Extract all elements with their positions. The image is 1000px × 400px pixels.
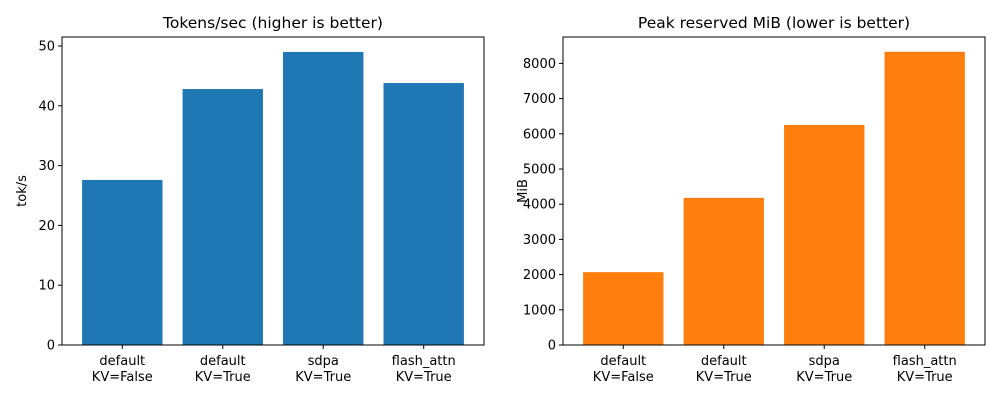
x-tick-label: default KV=True [195, 354, 251, 385]
y-tick-label: 7000 [523, 92, 556, 107]
x-tick-label-line: flash_attn [893, 354, 957, 369]
x-tick-label: sdpa KV=True [796, 354, 852, 385]
y-axis-label: tok/s [15, 175, 30, 207]
x-tick-label-line: KV=True [696, 370, 752, 385]
y-tick-label: 10 [38, 279, 55, 294]
x-tick-label-line: KV=False [593, 370, 654, 385]
x-tick-label-line: flash_attn [392, 354, 456, 369]
y-tick-label: 0 [47, 339, 55, 354]
bar [383, 83, 464, 346]
x-tick-label: flash_attn KV=True [392, 354, 456, 385]
chart-tokens-per-sec: Tokens/sec (higher is better) default KV=… [15, 14, 485, 385]
x-tick-label-line: KV=True [295, 370, 351, 385]
y-tick-label: 4000 [523, 198, 556, 213]
y-tick-label: 40 [38, 99, 55, 114]
y-axis-label: MiB [516, 179, 531, 203]
x-tick-label-line: KV=False [92, 370, 153, 385]
y-tick-label: 1000 [523, 303, 556, 318]
x-tick-label-line: default [200, 354, 246, 369]
x-tick-label-line: default [600, 354, 646, 369]
x-tick-label-line: KV=True [195, 370, 251, 385]
bar [283, 51, 364, 346]
y-tick-label: 20 [38, 219, 55, 234]
y-tick-label: 30 [38, 159, 55, 174]
y-tick-label: 0 [548, 339, 556, 354]
bar [583, 272, 664, 345]
chart-title: Tokens/sec (higher is better) [162, 14, 383, 32]
x-tick-label-line: KV=True [897, 370, 953, 385]
y-tick-label: 50 [38, 39, 55, 54]
y-tick-label: 5000 [523, 163, 556, 178]
chart-title: Peak reserved MiB (lower is better) [638, 14, 910, 32]
x-tick-label-line: sdpa [308, 354, 339, 369]
x-tick-label-line: default [701, 354, 747, 369]
x-tick-label-line: sdpa [809, 354, 840, 369]
bar [784, 125, 865, 345]
x-tick-label: default KV=False [593, 354, 654, 385]
bar [182, 89, 263, 345]
y-tick-label: 8000 [523, 57, 556, 72]
axes-frame [61, 36, 485, 346]
axes-frame [562, 36, 986, 346]
x-tick-label-line: KV=True [796, 370, 852, 385]
x-tick-label: sdpa KV=True [295, 354, 351, 385]
y-tick-label: 2000 [523, 268, 556, 283]
x-tick-label: default KV=True [696, 354, 752, 385]
chart-peak-reserved-mib: Peak reserved MiB (lower is better) defa… [516, 14, 986, 385]
y-tick-label: 3000 [523, 233, 556, 248]
bar [683, 197, 764, 345]
x-tick-label: flash_attn KV=True [893, 354, 957, 385]
y-tick-label: 6000 [523, 127, 556, 142]
bar [82, 179, 163, 345]
x-tick-label-line: KV=True [396, 370, 452, 385]
x-tick-label-line: default [99, 354, 145, 369]
x-tick-label: default KV=False [92, 354, 153, 385]
bar [884, 51, 965, 346]
